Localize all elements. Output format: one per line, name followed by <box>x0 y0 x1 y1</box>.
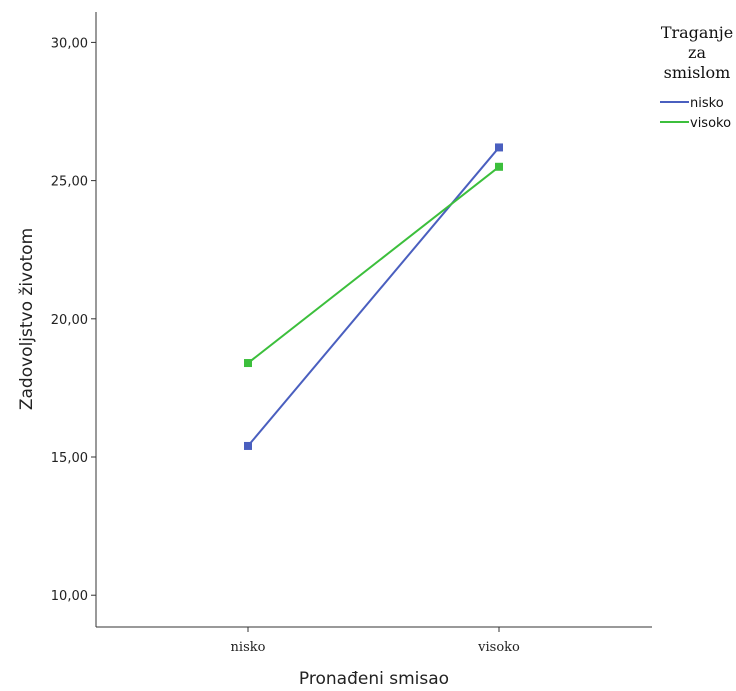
y-tick-label: 30,00 <box>51 36 88 51</box>
legend-title-line-3: smislom <box>664 63 731 82</box>
x-axis-ticks: nisko visoko <box>231 627 520 655</box>
data-point-visoko <box>244 359 252 368</box>
x-axis-title: Pronađeni smisao <box>299 669 449 689</box>
legend-items: nisko visoko <box>660 96 731 131</box>
y-axis-title: Zadovoljstvo životom <box>17 228 37 410</box>
x-tick-label: nisko <box>231 640 266 655</box>
legend-label-nisko: nisko <box>690 96 724 111</box>
data-point-nisko <box>244 441 252 450</box>
data-point-visoko <box>495 162 503 171</box>
y-tick-label: 10,00 <box>51 589 88 604</box>
y-tick-label: 15,00 <box>51 451 88 466</box>
data-point-nisko <box>495 143 503 152</box>
y-tick-label: 25,00 <box>51 175 88 190</box>
series-line-visoko <box>247 165 500 364</box>
series-layer <box>244 143 503 450</box>
legend: Traganje za smislom nisko visoko <box>660 23 733 131</box>
legend-title-line-2: za <box>688 43 706 62</box>
legend-label-visoko: visoko <box>690 116 731 131</box>
x-tick-label: visoko <box>477 640 520 655</box>
legend-title-line-1: Traganje <box>661 23 733 42</box>
y-tick-label: 20,00 <box>51 313 88 328</box>
series-line-nisko <box>247 146 500 447</box>
y-axis-ticks: 10,00 15,00 20,00 25,00 30,00 <box>51 36 96 604</box>
axes <box>95 12 652 628</box>
